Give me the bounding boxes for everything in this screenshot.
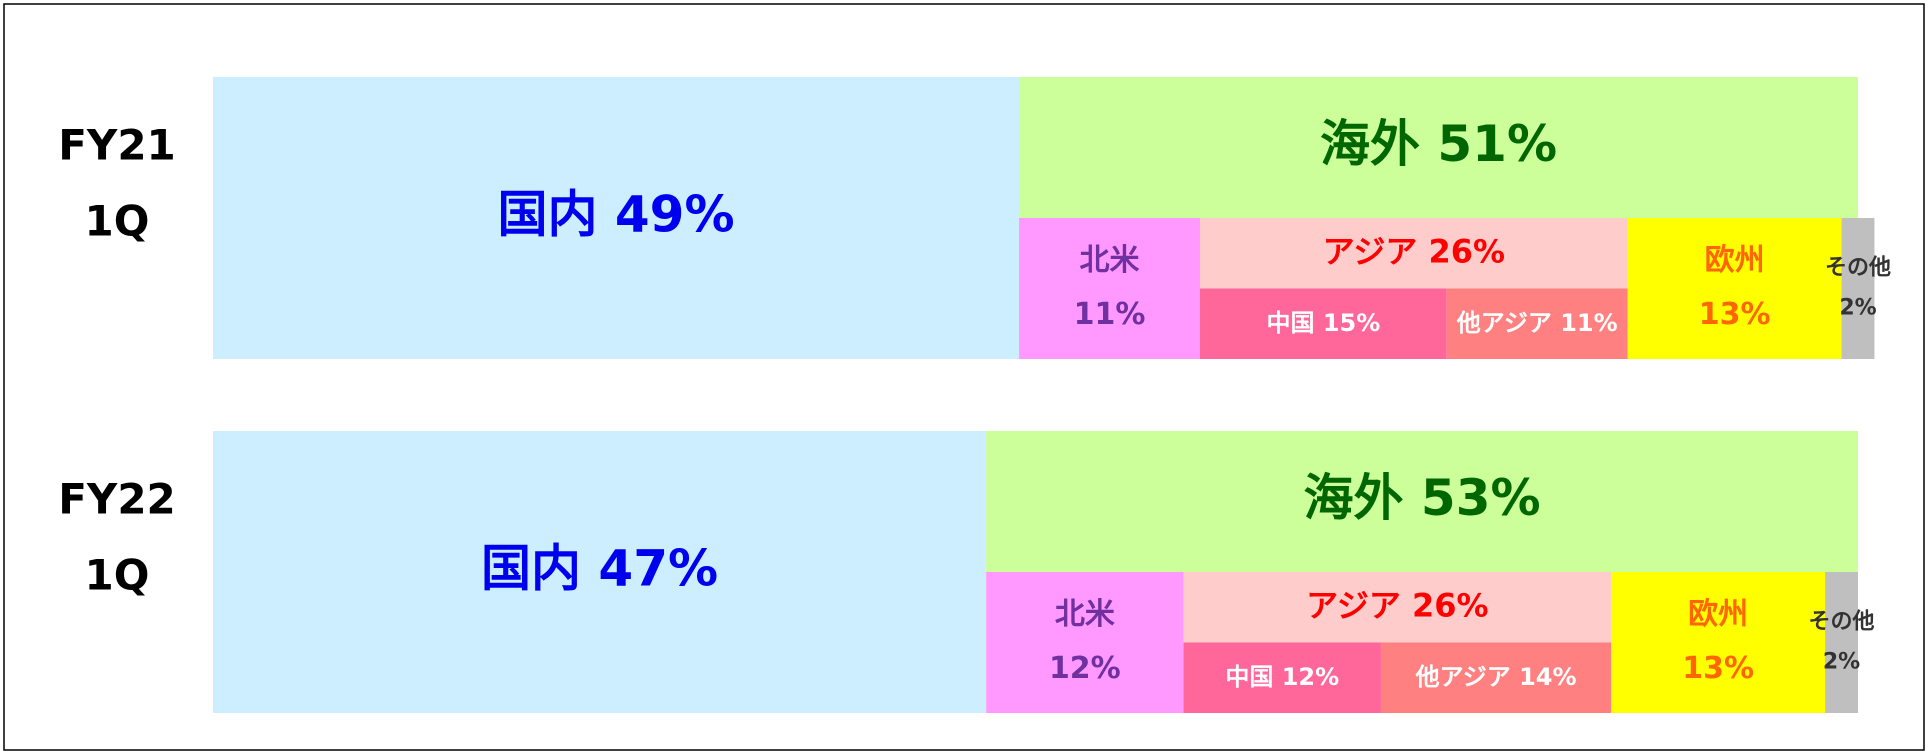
bar-segment bbox=[213, 431, 987, 713]
data-label: 2% bbox=[1839, 295, 1876, 320]
bar-segment bbox=[1183, 572, 1612, 643]
data-label: 他アジア 11% bbox=[1456, 309, 1618, 337]
bar-segment bbox=[1825, 572, 1858, 713]
data-label: 国内 47% bbox=[481, 540, 718, 598]
data-label: 国内 49% bbox=[497, 186, 734, 244]
data-label: 海外 51% bbox=[1320, 115, 1557, 173]
bar-segment bbox=[986, 431, 1858, 572]
data-label: その他 bbox=[1825, 256, 1891, 281]
data-label: 2% bbox=[1823, 649, 1860, 674]
category-label: 1Q bbox=[85, 197, 150, 246]
category-label: FY22 bbox=[58, 475, 176, 524]
data-label: 13% bbox=[1682, 651, 1754, 686]
data-label: アジア 26% bbox=[1323, 232, 1505, 270]
data-label: 11% bbox=[1074, 297, 1146, 332]
data-label: アジア 26% bbox=[1306, 586, 1488, 624]
bar-segment bbox=[1183, 642, 1381, 713]
data-label: その他 bbox=[1809, 610, 1875, 635]
category-label: FY21 bbox=[58, 121, 176, 170]
bar-segment bbox=[1019, 77, 1858, 218]
data-label: 北米 bbox=[1055, 597, 1115, 632]
bar-segment bbox=[1611, 572, 1826, 713]
bar-segment bbox=[986, 572, 1184, 713]
bar-segment bbox=[1380, 642, 1612, 713]
data-label: 13% bbox=[1699, 297, 1771, 332]
data-label: 中国 15% bbox=[1266, 309, 1380, 337]
category-label: 1Q bbox=[85, 551, 150, 600]
bar-segment bbox=[1200, 288, 1447, 359]
data-label: 北米 bbox=[1080, 243, 1140, 278]
data-label: 中国 12% bbox=[1225, 663, 1339, 691]
data-label: 欧州 bbox=[1688, 597, 1748, 632]
data-label: 他アジア 14% bbox=[1415, 663, 1577, 691]
bar-segment bbox=[1841, 218, 1875, 359]
bar-segment bbox=[1446, 288, 1628, 359]
data-label: 欧州 bbox=[1705, 243, 1765, 278]
bar-segment bbox=[1019, 218, 1200, 359]
bar-segment bbox=[1627, 218, 1842, 359]
data-label: 12% bbox=[1049, 651, 1121, 686]
data-label: 海外 53% bbox=[1304, 469, 1541, 527]
bar-segment bbox=[213, 77, 1020, 359]
bar-segment bbox=[1200, 218, 1628, 289]
